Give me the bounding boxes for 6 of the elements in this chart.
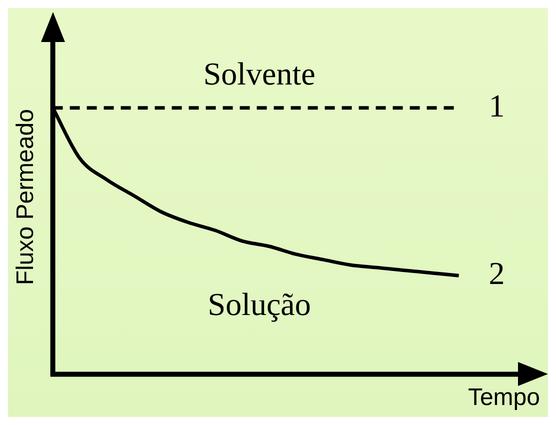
series-label: 2	[488, 255, 505, 292]
y-axis-title: Fluxo Permeado	[12, 109, 40, 286]
x-axis-title: Tempo	[468, 384, 540, 412]
annotation: Solução	[208, 286, 311, 322]
text: Solvente	[203, 55, 316, 92]
series-label: 1	[488, 87, 505, 124]
